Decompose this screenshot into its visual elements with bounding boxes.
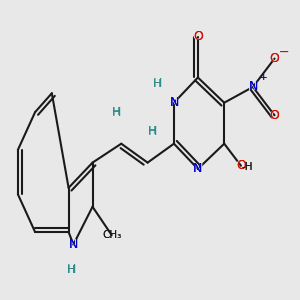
Text: O: O [236, 159, 246, 172]
Text: O: O [236, 159, 246, 172]
Text: N: N [193, 162, 203, 176]
Text: CH₃: CH₃ [102, 230, 121, 240]
Text: +: + [259, 73, 267, 82]
Text: N: N [169, 96, 178, 109]
Text: O: O [193, 30, 203, 43]
Text: H: H [153, 79, 161, 89]
Text: +: + [259, 73, 267, 82]
Text: O: O [236, 159, 246, 172]
Text: H: H [67, 265, 75, 275]
Text: O: O [270, 52, 279, 65]
Text: -H: -H [242, 162, 254, 172]
Text: H: H [67, 265, 75, 275]
Text: −: − [279, 46, 290, 59]
Text: N: N [193, 162, 203, 176]
Text: H: H [152, 77, 162, 90]
Text: N: N [248, 80, 258, 94]
Text: CH₃: CH₃ [102, 230, 121, 240]
Text: O: O [269, 52, 280, 65]
Text: N: N [193, 162, 203, 176]
Text: H: H [66, 263, 76, 276]
Text: O: O [270, 52, 279, 65]
Text: H: H [111, 106, 122, 119]
Text: H: H [66, 263, 76, 276]
Text: O: O [269, 109, 280, 122]
Text: N: N [248, 80, 258, 94]
Text: N: N [69, 238, 78, 251]
Text: N: N [69, 238, 78, 251]
Text: H: H [112, 107, 121, 117]
Text: N: N [169, 96, 179, 109]
Text: O: O [270, 109, 279, 122]
Text: O: O [270, 109, 279, 122]
Text: H: H [112, 106, 121, 119]
Text: −: − [279, 46, 290, 59]
Text: H: H [152, 77, 162, 90]
Text: H: H [148, 126, 157, 136]
Text: N: N [169, 96, 178, 109]
Text: N: N [68, 238, 79, 251]
Text: N: N [248, 80, 258, 94]
Text: H: H [147, 124, 158, 138]
Text: O: O [193, 30, 203, 43]
Text: O: O [193, 30, 203, 43]
Text: H: H [148, 124, 157, 138]
Text: -H: -H [242, 162, 254, 172]
